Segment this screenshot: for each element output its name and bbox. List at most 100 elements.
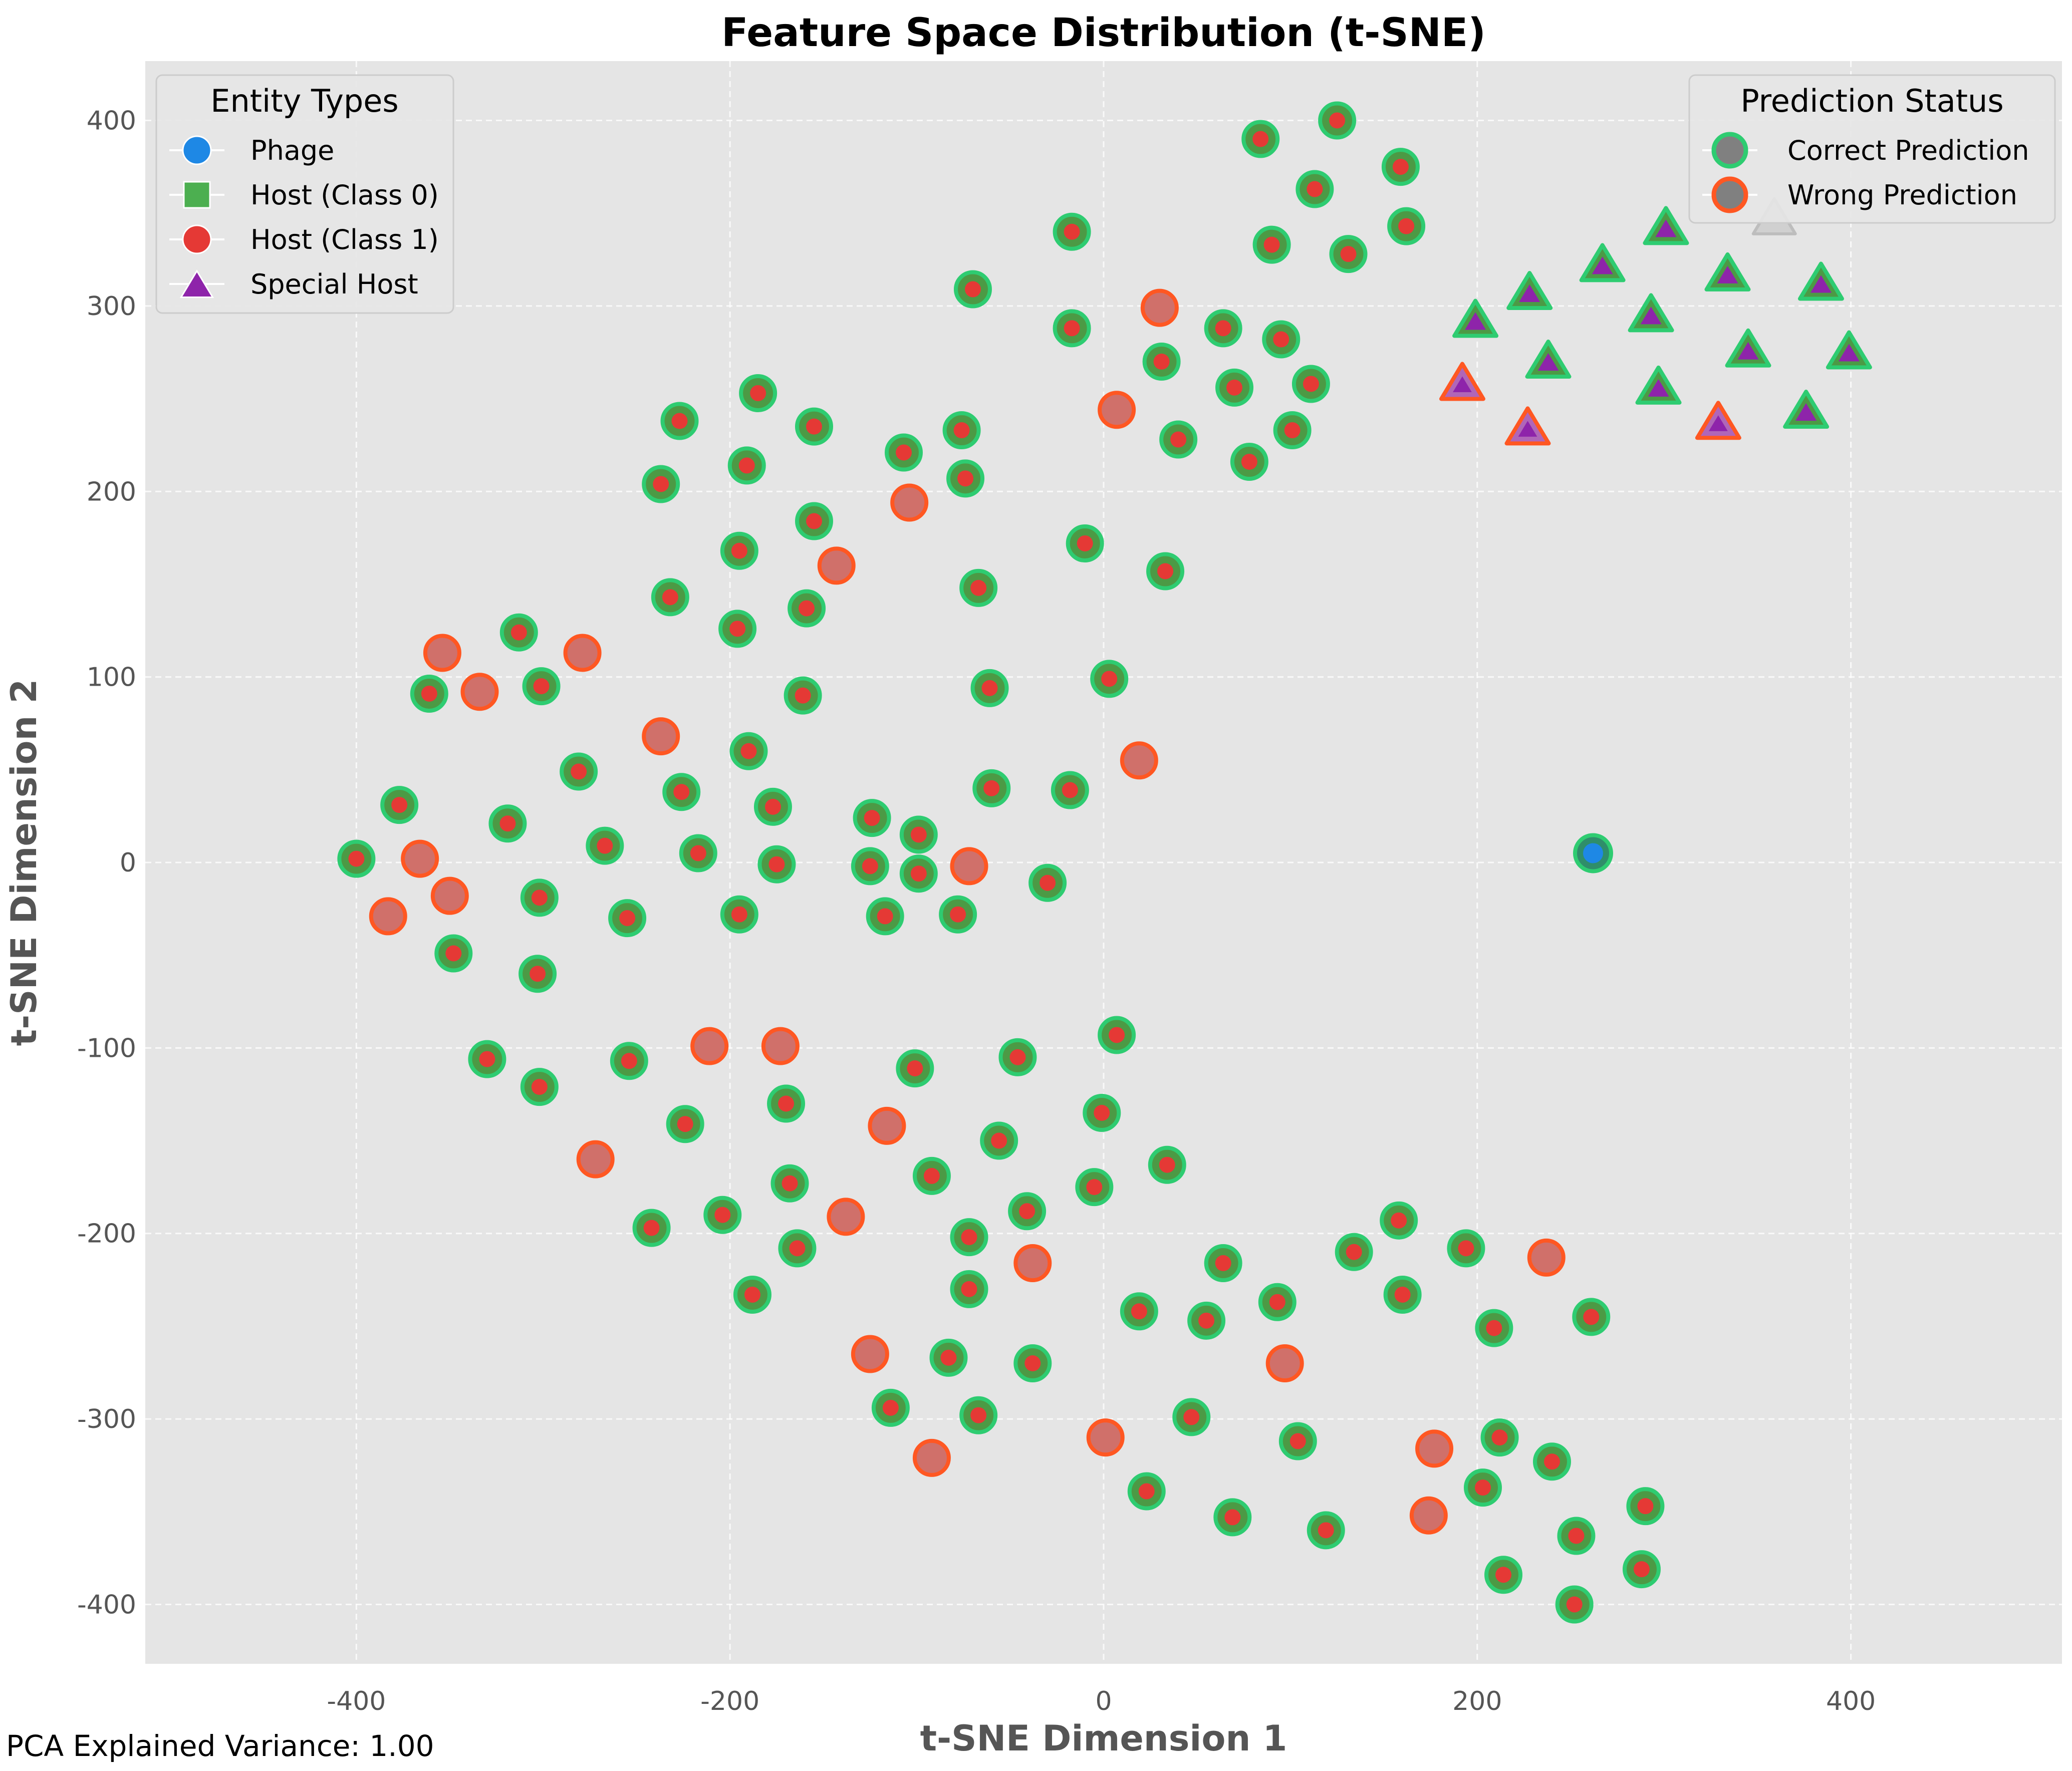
x-tick-label: 200 <box>1452 1686 1502 1716</box>
host-point-core <box>677 1116 693 1132</box>
host-point-core <box>778 1095 795 1112</box>
y-tick-label: 200 <box>87 477 136 507</box>
host-point-core <box>950 906 966 923</box>
host-point-core <box>895 444 912 461</box>
x-tick-label: -400 <box>327 1686 386 1716</box>
host-point-core <box>864 810 880 826</box>
host-point-core <box>806 418 822 435</box>
host-point-core <box>1109 1027 1125 1043</box>
host-point-wrong <box>423 634 461 672</box>
host-point-core <box>1289 1433 1306 1449</box>
host-point-wrong <box>460 673 499 711</box>
legend-status-marker <box>1711 176 1748 213</box>
host-point-core <box>662 589 678 606</box>
host-point-core <box>764 798 781 815</box>
host-point-core <box>744 1286 760 1303</box>
host-point-core <box>531 1079 548 1095</box>
host-point-core <box>530 966 546 982</box>
host-point-core <box>1138 1483 1155 1500</box>
legend-entity-marker <box>179 269 214 298</box>
host-point-core <box>799 600 815 617</box>
host-point-core <box>1224 1509 1241 1526</box>
host-point-core <box>1486 1320 1502 1336</box>
host-point-core <box>961 1281 977 1297</box>
host-point-wrong <box>369 897 407 936</box>
host-point-core <box>619 910 636 927</box>
host-point-core <box>1009 1049 1026 1065</box>
host-point-wrong <box>868 1106 906 1145</box>
host-point-core <box>1633 1561 1650 1578</box>
host-point-core <box>877 908 893 925</box>
host-point-core <box>1062 782 1078 798</box>
host-point-wrong <box>642 717 680 756</box>
host-point-core <box>983 780 1000 796</box>
host-point-core <box>923 1167 940 1184</box>
special-host-core <box>1519 284 1540 302</box>
host-point-core <box>621 1053 637 1069</box>
host-point-core <box>533 678 550 695</box>
host-point-core <box>731 906 747 923</box>
y-tick-label: 300 <box>87 291 136 322</box>
host-point-core <box>1226 379 1243 396</box>
host-point-wrong <box>563 634 602 672</box>
legend-entity-marker <box>183 181 211 209</box>
legend-entity-label: Phage <box>250 135 334 166</box>
data-points <box>337 101 1872 1624</box>
legend-status-marker <box>1711 132 1748 169</box>
host-point-wrong <box>827 1198 865 1236</box>
host-point-core <box>1273 331 1289 348</box>
host-point-wrong <box>890 483 929 522</box>
tick-labels: -400 -200 0 200 400 -400 -300 -200 -100 0 100 200 30… <box>77 106 1876 1716</box>
host-point-core <box>970 579 987 596</box>
host-point-wrong <box>817 546 856 585</box>
host-point-core <box>1263 236 1280 253</box>
host-point-core <box>1637 1498 1654 1515</box>
y-tick-label: 400 <box>87 106 136 136</box>
host-point-core <box>1398 218 1415 234</box>
host-point-core <box>1241 454 1257 470</box>
host-point-wrong <box>576 1140 615 1178</box>
x-tick-label: -200 <box>700 1686 759 1716</box>
host-point-core <box>910 865 927 882</box>
host-point-core <box>970 1407 987 1423</box>
host-point-core <box>940 1349 957 1366</box>
host-point-core <box>964 281 981 298</box>
host-point-core <box>1094 1105 1110 1121</box>
host-point-core <box>961 1229 977 1246</box>
host-point-wrong <box>1013 1244 1052 1282</box>
host-point-core <box>1252 131 1269 147</box>
legend-entity-label: Host (Class 1) <box>250 224 439 255</box>
legend-entity-marker <box>182 224 212 254</box>
host-point-core <box>1215 1255 1231 1271</box>
y-tick-label: -300 <box>77 1404 136 1434</box>
special-host-core <box>1838 344 1860 362</box>
legend-prediction-status: Prediction Status Correct Prediction Wron… <box>1688 74 2056 224</box>
host-point-core <box>1394 1286 1411 1303</box>
y-tick-label: 100 <box>87 663 136 693</box>
x-axis-label: t-SNE Dimension 1 <box>920 1718 1287 1759</box>
host-point-core <box>738 457 755 474</box>
host-point-core <box>1568 1528 1585 1544</box>
host-point-core <box>1340 246 1357 262</box>
host-point-core <box>750 385 766 401</box>
host-point-core <box>1392 159 1409 175</box>
host-point-core <box>1215 320 1231 337</box>
special-host-core <box>1810 275 1832 293</box>
host-point-core <box>1064 223 1080 240</box>
host-point-wrong <box>690 1027 729 1065</box>
legend-status-title: Prediction Status <box>1740 83 2003 119</box>
host-point-core <box>1307 181 1323 197</box>
host-point-core <box>1329 112 1346 129</box>
host-point-wrong <box>1265 1344 1304 1382</box>
host-point-core <box>531 890 548 906</box>
host-point-wrong <box>912 1438 951 1477</box>
special-host-core <box>1795 403 1817 421</box>
special-host-core <box>1592 256 1613 274</box>
host-point-core <box>671 413 688 429</box>
y-tick-label: 0 <box>120 848 136 878</box>
host-point-wrong <box>1527 1238 1566 1277</box>
host-point-core <box>953 422 970 439</box>
host-point-core <box>1198 1312 1215 1329</box>
legend-entity-label: Special Host <box>250 268 418 300</box>
host-point-core <box>1303 376 1319 392</box>
